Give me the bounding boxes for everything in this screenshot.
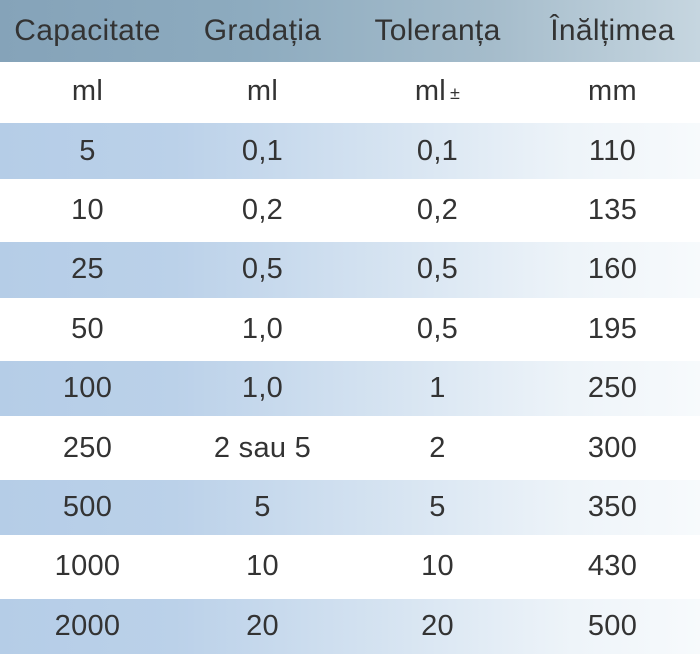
cell-height: 350 <box>587 490 638 523</box>
unit-cell-graduation: ml <box>246 75 279 108</box>
cell-graduation: 0,1 <box>241 134 284 167</box>
cell-graduation: 10 <box>246 550 279 583</box>
table-header-row: Capacitate Gradația Toleranța Înălțimea <box>0 0 700 62</box>
cell-capacity: 5 <box>79 134 96 167</box>
unit-cell-tolerance: ml ± <box>350 77 525 106</box>
cell-tolerance: 1 <box>429 372 446 405</box>
cell-capacity: 1000 <box>54 550 121 583</box>
header-cell-tolerance: Toleranța <box>374 14 501 47</box>
table-row: 25 0,5 0,5 160 <box>0 240 700 300</box>
table-row: 5 0,1 0,1 110 <box>0 121 700 181</box>
header-cell-graduation: Gradația <box>203 14 322 47</box>
plus-minus-symbol: ± <box>450 83 461 104</box>
cell-height: 110 <box>588 134 637 167</box>
cell-capacity: 100 <box>62 372 113 405</box>
cell-graduation: 20 <box>246 609 279 642</box>
cell-graduation: 0,5 <box>241 253 284 286</box>
table-row: 1000 10 10 430 <box>0 537 700 597</box>
cell-capacity: 250 <box>62 431 113 464</box>
unit-cell-capacity: ml <box>71 75 104 108</box>
cell-tolerance: 2 <box>429 431 446 464</box>
table-row: 100 1,0 1 250 <box>0 358 700 419</box>
cell-graduation: 1,0 <box>241 372 284 405</box>
unit-row: ml ml ml ± mm <box>0 62 700 122</box>
table-row: 2000 20 20 500 <box>0 596 700 656</box>
table-row: 250 2 sau 5 2 300 <box>0 418 700 478</box>
cell-height: 300 <box>587 431 638 464</box>
cell-capacity: 500 <box>62 490 113 523</box>
cell-height: 135 <box>587 193 638 226</box>
cell-tolerance: 0,5 <box>416 312 459 345</box>
cell-graduation: 5 <box>254 490 271 523</box>
cell-capacity: 2000 <box>54 609 121 642</box>
header-cell-height: Înălțimea <box>550 14 675 47</box>
cell-height: 160 <box>587 253 638 286</box>
cell-capacity: 50 <box>71 312 104 345</box>
cell-graduation: 2 sau 5 <box>213 431 312 464</box>
cell-tolerance: 10 <box>421 550 454 583</box>
table-row: 50 1,0 0,5 195 <box>0 299 700 359</box>
cell-graduation: 0,2 <box>241 193 284 226</box>
unit-tolerance-ml: ml <box>414 75 447 108</box>
cell-height: 195 <box>587 312 638 345</box>
cell-tolerance: 0,5 <box>416 253 459 286</box>
cell-tolerance: 5 <box>429 490 446 523</box>
cell-graduation: 1,0 <box>241 312 284 345</box>
table-row: 500 5 5 350 <box>0 477 700 538</box>
table-row: 10 0,2 0,2 135 <box>0 180 700 241</box>
header-cell-capacity: Capacitate <box>14 14 161 47</box>
cell-tolerance: 20 <box>421 609 454 642</box>
cell-capacity: 25 <box>71 253 104 286</box>
cell-tolerance: 0,1 <box>416 134 459 167</box>
cell-tolerance: 0,2 <box>416 193 459 226</box>
cell-capacity: 10 <box>71 193 104 226</box>
cell-height: 250 <box>587 372 638 405</box>
unit-cell-height: mm <box>588 75 637 108</box>
cell-height: 430 <box>587 550 638 583</box>
cell-height: 500 <box>587 609 638 642</box>
